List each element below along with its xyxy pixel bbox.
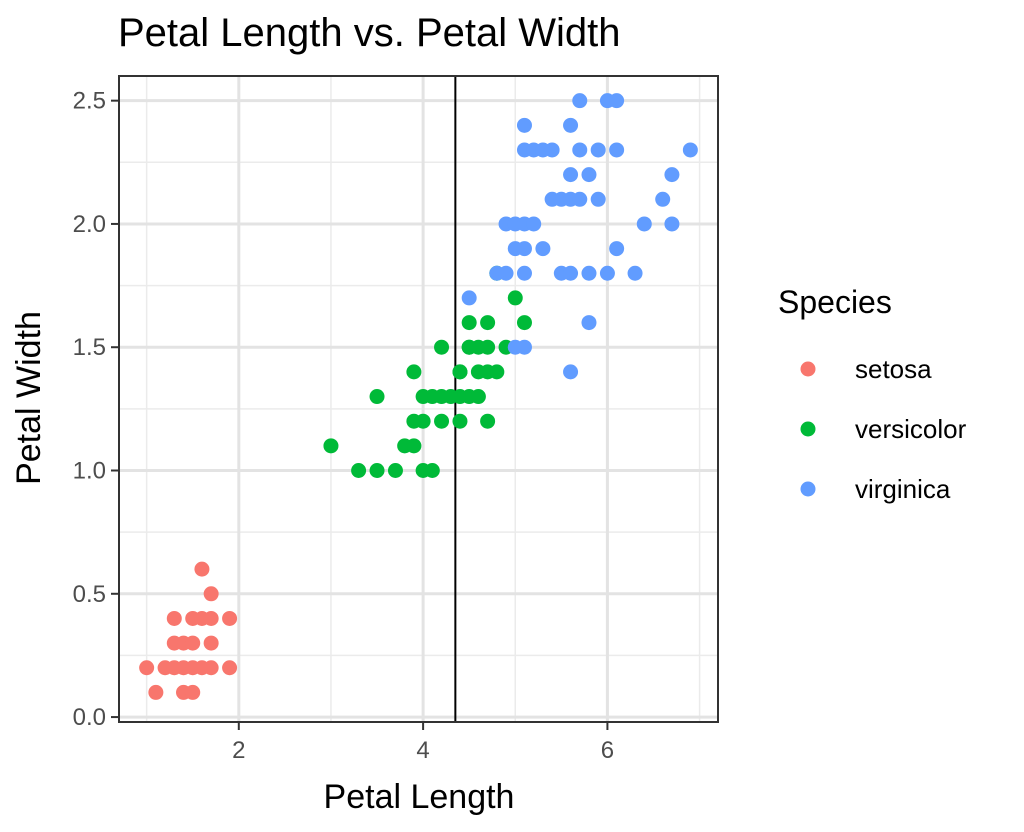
x-tick-label: 2: [232, 737, 245, 764]
data-point-virginica: [609, 93, 625, 109]
data-point-versicolor: [452, 364, 468, 380]
data-point-setosa: [194, 561, 210, 577]
data-point-virginica: [516, 117, 532, 133]
legend-title: Species: [778, 284, 892, 320]
data-point-versicolor: [507, 290, 523, 306]
y-tick-label: 2.5: [73, 88, 106, 115]
legend-key-versicolor: [800, 421, 816, 437]
legend-label-virginica: virginica: [855, 474, 951, 504]
data-point-versicolor: [480, 339, 496, 355]
data-point-versicolor: [516, 315, 532, 331]
data-point-virginica: [609, 241, 625, 257]
data-point-virginica: [498, 265, 514, 281]
data-point-virginica: [516, 265, 532, 281]
data-point-virginica: [581, 315, 597, 331]
data-point-versicolor: [434, 339, 450, 355]
data-point-virginica: [563, 265, 579, 281]
data-point-virginica: [535, 241, 551, 257]
data-point-setosa: [203, 660, 219, 676]
data-point-setosa: [203, 635, 219, 651]
data-point-virginica: [636, 216, 652, 232]
data-point-versicolor: [369, 389, 385, 405]
y-tick-label: 0.0: [73, 704, 106, 731]
x-tick-label: 4: [416, 737, 429, 764]
data-point-versicolor: [406, 438, 422, 454]
y-tick-label: 1.5: [73, 334, 106, 361]
data-point-virginica: [581, 265, 597, 281]
data-point-virginica: [627, 265, 643, 281]
data-point-virginica: [682, 142, 698, 158]
legend-key-setosa: [800, 361, 816, 377]
y-tick-label: 2.0: [73, 211, 106, 238]
data-point-versicolor: [424, 463, 440, 479]
data-point-versicolor: [369, 463, 385, 479]
data-point-versicolor: [480, 413, 496, 429]
x-tick-label: 6: [601, 737, 614, 764]
data-point-versicolor: [461, 339, 477, 355]
legend: Species setosa versicolor virginica: [778, 284, 967, 504]
data-point-virginica: [664, 216, 680, 232]
data-point-virginica: [664, 167, 680, 183]
data-point-versicolor: [415, 413, 431, 429]
data-point-setosa: [203, 586, 219, 602]
data-point-setosa: [185, 635, 201, 651]
data-point-setosa: [222, 610, 238, 626]
data-points: [139, 93, 698, 700]
data-point-virginica: [590, 191, 606, 207]
legend-label-setosa: setosa: [855, 354, 932, 384]
y-axis-title: Petal Width: [10, 311, 48, 485]
chart-title: Petal Length vs. Petal Width: [118, 11, 621, 55]
data-point-virginica: [655, 191, 671, 207]
data-point-virginica: [581, 167, 597, 183]
data-point-setosa: [166, 610, 182, 626]
data-point-virginica: [609, 142, 625, 158]
data-point-versicolor: [489, 364, 505, 380]
legend-items: setosa versicolor virginica: [800, 354, 967, 504]
data-point-virginica: [516, 241, 532, 257]
data-point-virginica: [572, 191, 588, 207]
data-point-versicolor: [470, 389, 486, 405]
data-point-versicolor: [461, 315, 477, 331]
grid: [119, 76, 718, 722]
data-point-virginica: [572, 93, 588, 109]
data-point-setosa: [203, 610, 219, 626]
data-point-virginica: [563, 167, 579, 183]
data-point-virginica: [599, 265, 615, 281]
data-point-versicolor: [434, 413, 450, 429]
data-point-virginica: [563, 117, 579, 133]
data-point-virginica: [526, 216, 542, 232]
data-point-versicolor: [452, 413, 468, 429]
data-point-virginica: [461, 290, 477, 306]
y-tick-label: 0.5: [73, 581, 106, 608]
data-point-setosa: [222, 660, 238, 676]
x-axis-title: Petal Length: [324, 778, 515, 816]
data-point-versicolor: [480, 315, 496, 331]
data-point-virginica: [516, 339, 532, 355]
data-point-virginica: [590, 142, 606, 158]
data-point-setosa: [139, 660, 155, 676]
data-point-virginica: [572, 142, 588, 158]
data-point-versicolor: [323, 438, 339, 454]
data-point-setosa: [148, 684, 164, 700]
data-point-setosa: [185, 684, 201, 700]
data-point-versicolor: [351, 463, 367, 479]
data-point-versicolor: [406, 364, 422, 380]
data-point-virginica: [563, 364, 579, 380]
plot-panel-border: [118, 75, 719, 723]
axis-ticks: 2 4 6 0.0 0.5 1.0 1.5 2.0 2.5: [73, 88, 614, 764]
legend-key-virginica: [800, 481, 816, 497]
data-point-virginica: [544, 142, 560, 158]
y-tick-label: 1.0: [73, 458, 106, 485]
legend-label-versicolor: versicolor: [855, 414, 967, 444]
data-point-versicolor: [387, 463, 403, 479]
